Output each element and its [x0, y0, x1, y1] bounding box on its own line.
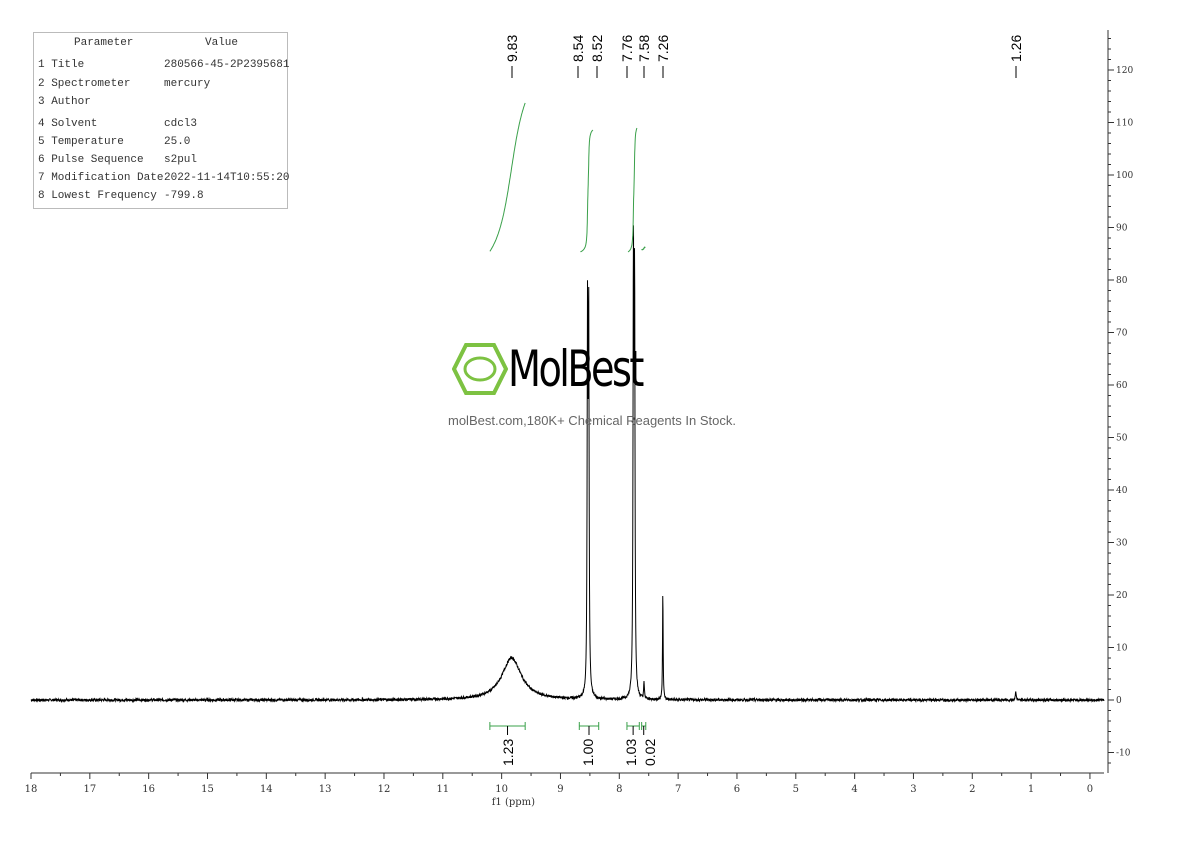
molbest-logo-icon [452, 343, 508, 395]
parameter-value: cdcl3 [164, 118, 198, 130]
y-tick-label: 100 [1116, 171, 1133, 181]
parameter-row: 3 Author [38, 96, 91, 108]
x-tick-label: 6 [734, 784, 740, 795]
x-tick-label: 5 [793, 784, 799, 795]
parameter-label: 8 Lowest Frequency [38, 190, 157, 202]
x-tick-label: 9 [557, 784, 563, 795]
integral-curve [580, 129, 594, 253]
integral-curve [627, 127, 638, 253]
integral-value-label: 0.02 [642, 739, 658, 766]
x-tick-label: 17 [83, 784, 96, 795]
x-tick-label: 12 [378, 784, 391, 795]
y-tick-label: 120 [1116, 66, 1133, 76]
integral-value-label: 1.00 [580, 739, 596, 766]
parameter-value: 25.0 [164, 136, 191, 148]
parameter-row: 2 Spectrometer mercury [38, 78, 210, 90]
integral-curve [489, 102, 526, 252]
parameter-label: 2 Spectrometer [38, 78, 131, 90]
parameter-label: 1 Title [38, 59, 85, 71]
spectrum-line [30, 225, 1105, 704]
parameter-value: 280566-45-2P2395681 [164, 59, 290, 71]
y-tick-label: 50 [1116, 434, 1128, 444]
parameter-row: 7 Modification Date 2022-11-14T10:55:20 [38, 172, 289, 184]
x-tick-label: 14 [260, 784, 273, 795]
integral-value-label: 1.03 [623, 739, 639, 766]
parameter-label: 4 Solvent [38, 118, 98, 130]
parameter-value: -799.8 [164, 190, 204, 202]
watermark-tagline: molBest.com,180K+ Chemical Reagents In S… [448, 413, 736, 428]
parameter-value: 2022-11-14T10:55:20 [164, 172, 290, 184]
y-tick-label: 80 [1116, 276, 1128, 286]
y-tick-label: 40 [1116, 486, 1128, 496]
x-tick-label: 15 [201, 784, 214, 795]
y-tick-label: 70 [1116, 329, 1128, 339]
x-tick-label: 13 [319, 784, 332, 795]
peak-label: 7.76 [619, 35, 635, 62]
parameter-row: 1 Title 280566-45-2P2395681 [38, 59, 289, 71]
parameter-label: 5 Temperature [38, 136, 124, 148]
y-tick-label: 110 [1116, 119, 1133, 129]
value-header: Value [205, 37, 239, 49]
parameter-value: s2pul [164, 154, 198, 166]
y-tick-label: 20 [1116, 591, 1128, 601]
peak-label: 7.26 [655, 35, 671, 62]
x-tick-label: 4 [851, 784, 857, 795]
x-tick-label: 2 [969, 784, 975, 795]
peak-label: 1.26 [1008, 35, 1024, 62]
y-tick-label: 10 [1116, 644, 1128, 654]
x-tick-label: 1 [1028, 784, 1034, 795]
y-tick-label: 0 [1116, 696, 1122, 706]
parameter-row: 4 Solvent cdcl3 [38, 118, 197, 130]
parameter-label: 7 Modification Date [38, 172, 164, 184]
x-tick-label: 7 [675, 784, 681, 795]
x-tick-label: 0 [1087, 784, 1093, 795]
parameter-table: Parameter Value 1 Title 280566-45-2P23956… [33, 32, 289, 209]
y-tick-label: 60 [1116, 381, 1128, 391]
x-tick-label: 8 [616, 784, 622, 795]
x-axis-label: f1 (ppm) [492, 797, 535, 808]
parameter-label: 6 Pulse Sequence [38, 154, 144, 166]
x-tick-label: 3 [910, 784, 916, 795]
watermark-brand: MolBest [508, 340, 644, 398]
parameter-row: 8 Lowest Frequency -799.8 [38, 190, 204, 202]
y-tick-label: -10 [1116, 749, 1131, 759]
x-tick-label: 10 [495, 784, 508, 795]
parameter-value: mercury [164, 78, 211, 90]
peak-label: 8.54 [570, 35, 586, 62]
y-tick-label: 90 [1116, 224, 1128, 234]
x-tick-label: 18 [25, 784, 38, 795]
parameter-label: 3 Author [38, 96, 91, 108]
x-tick-label: 11 [436, 784, 449, 795]
parameter-row: 5 Temperature 25.0 [38, 136, 190, 148]
integral-curve [641, 246, 646, 251]
peak-label: 9.83 [504, 35, 520, 62]
parameter-row: 6 Pulse Sequence s2pul [38, 154, 197, 166]
peak-label: 8.52 [589, 35, 605, 62]
parameter-header: Parameter [74, 37, 134, 49]
integral-value-label: 1.23 [500, 739, 516, 766]
x-tick-label: 16 [142, 784, 155, 795]
peak-label: 7.58 [636, 35, 652, 62]
y-tick-label: 30 [1116, 539, 1128, 549]
